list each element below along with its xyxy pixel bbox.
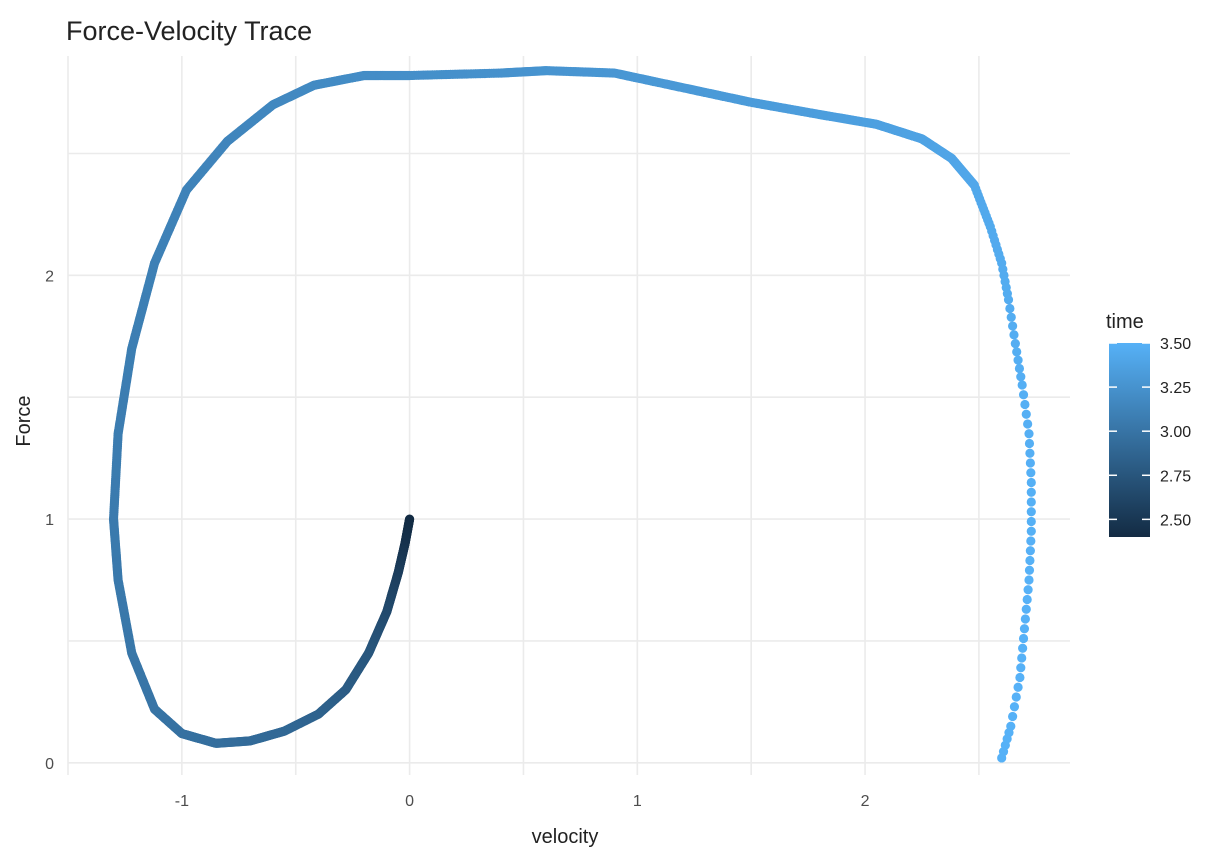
data-point [1022, 594, 1032, 605]
data-point [1017, 653, 1027, 663]
x-axis-title: velocity [532, 826, 599, 848]
x-tick-label: 0 [405, 793, 414, 810]
y-tick-label: 1 [45, 512, 54, 529]
data-point [1026, 477, 1036, 488]
data-point [1024, 438, 1035, 449]
y-tick-label: 2 [45, 268, 54, 285]
data-point [1005, 303, 1015, 314]
axis-tick-labels: -1 0 1 2 0 1 2 [45, 268, 869, 810]
data-point [1019, 624, 1030, 634]
legend-break-label: 2.75 [1160, 468, 1191, 485]
data-point [1012, 347, 1022, 357]
data-point [1024, 429, 1034, 439]
data-point [1025, 448, 1035, 458]
y-tick-label: 0 [45, 756, 54, 773]
data-point [997, 753, 1007, 763]
data-point [1026, 497, 1036, 507]
data-point [1026, 468, 1036, 478]
data-point [1024, 575, 1034, 585]
data-point [1020, 614, 1030, 624]
legend-break-label: 3.25 [1160, 380, 1191, 397]
data-point [1023, 585, 1033, 595]
grid-layer [67, 56, 1070, 775]
data-point [1018, 390, 1029, 400]
data-point [1015, 672, 1025, 683]
legend-ticks: 2.50 2.75 3.00 3.25 3.50 [1109, 336, 1191, 529]
data-point [1025, 546, 1035, 556]
data-point [1024, 565, 1035, 575]
legend-title: time [1106, 311, 1144, 333]
data-point [1026, 507, 1036, 517]
data-point [1026, 536, 1036, 546]
data-point [1020, 399, 1030, 410]
data-point [1009, 702, 1020, 712]
data-point [1009, 330, 1019, 340]
data-point [1008, 711, 1018, 722]
data-point [1021, 604, 1031, 614]
data-point [1010, 339, 1020, 349]
legend-break-label: 3.00 [1160, 424, 1191, 441]
data-point [1013, 682, 1023, 692]
data-point [1025, 458, 1035, 468]
data-point [1026, 487, 1036, 497]
data-point [1006, 312, 1016, 322]
x-tick-label: 1 [633, 793, 642, 810]
data-point [1016, 663, 1026, 673]
legend-break-label: 3.50 [1160, 336, 1191, 353]
data-point [1021, 409, 1031, 419]
data-point [1026, 526, 1036, 536]
data-point [1026, 516, 1036, 527]
data-point [1016, 372, 1026, 382]
color-legend: time 2.50 2.75 3.00 3.25 3.50 [1106, 311, 1191, 537]
x-tick-label: -1 [175, 793, 189, 810]
data-point [1008, 321, 1018, 331]
data-point [1013, 355, 1023, 365]
legend-break-label: 2.50 [1160, 512, 1191, 529]
data-point [1018, 633, 1029, 644]
data-point [1025, 555, 1035, 566]
data-point [1011, 692, 1021, 702]
chart-title: Force-Velocity Trace [66, 16, 312, 46]
data-point [1018, 643, 1028, 653]
data-point [1014, 363, 1025, 374]
x-tick-label: 2 [861, 793, 870, 810]
y-axis-title: Force [13, 395, 35, 446]
data-point [1003, 295, 1014, 305]
legend-colorbar [1109, 343, 1150, 537]
data-point [1023, 419, 1033, 429]
data-point [1017, 380, 1027, 390]
data-points [108, 66, 1036, 763]
